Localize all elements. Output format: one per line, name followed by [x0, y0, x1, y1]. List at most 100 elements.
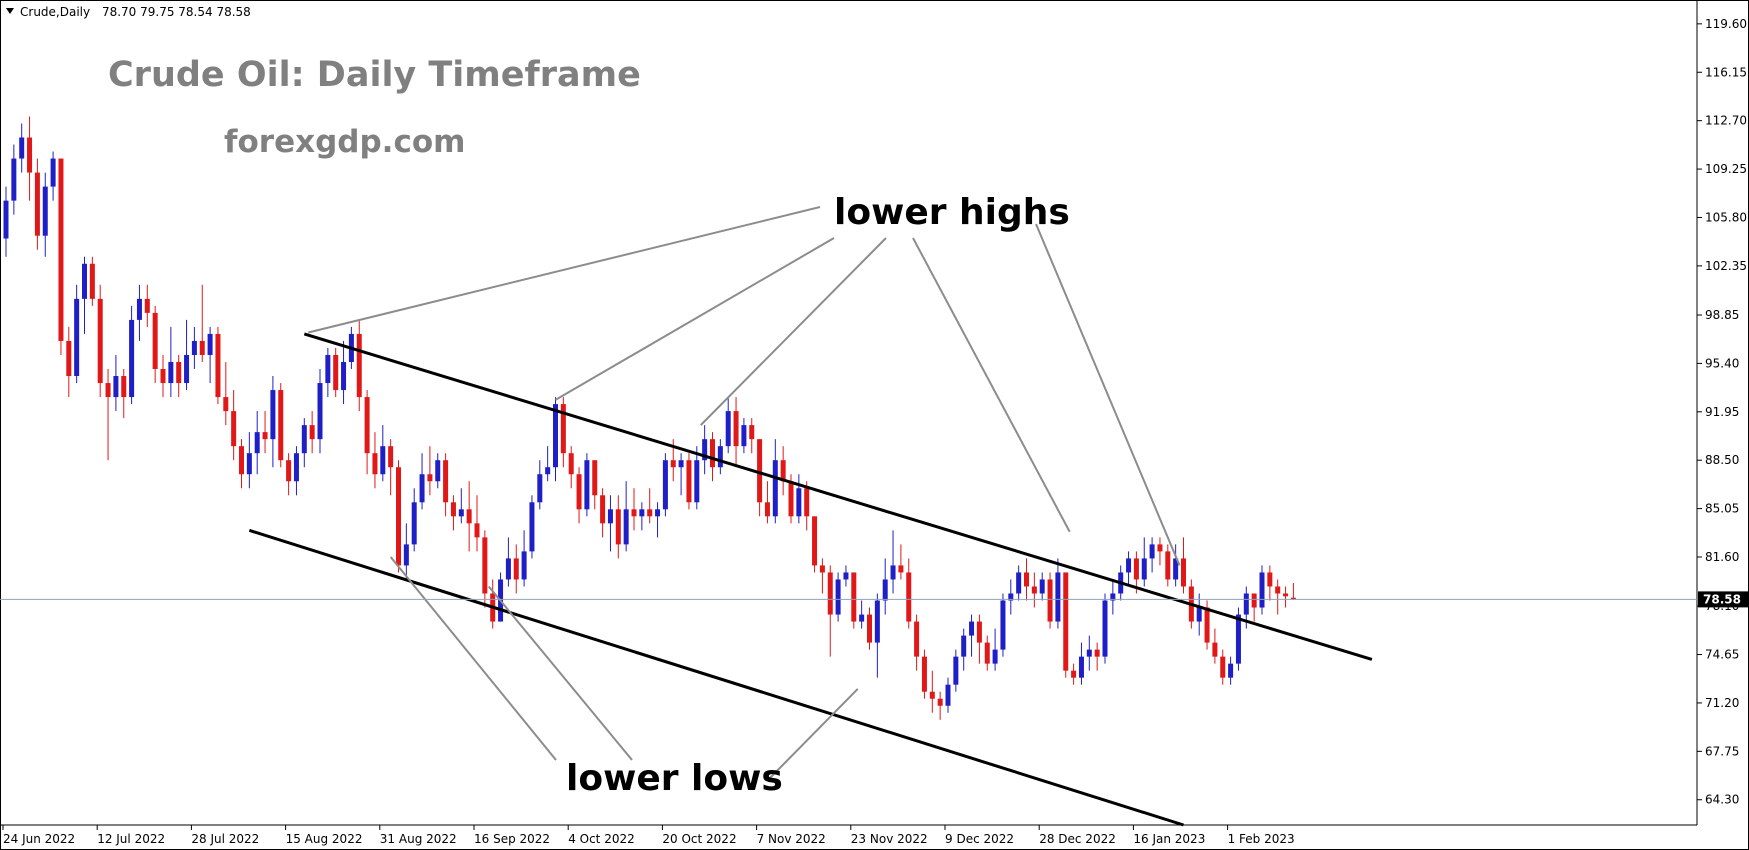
time-tick-label: 31 Aug 2022 — [380, 832, 457, 846]
candle — [812, 516, 818, 573]
candle-body — [1212, 642, 1218, 657]
candle — [1110, 579, 1116, 615]
candle — [819, 558, 825, 594]
candle-body — [82, 263, 87, 299]
candle — [1078, 642, 1084, 685]
pointer-high-2 — [554, 237, 835, 401]
candle-body — [1243, 593, 1249, 615]
pointer-high-3 — [700, 237, 887, 426]
candle — [600, 488, 606, 538]
price-tick-label: 71.20 — [1705, 696, 1739, 710]
candle — [11, 144, 17, 215]
candle — [498, 572, 504, 622]
candle — [796, 474, 802, 524]
candle-body — [1094, 649, 1100, 657]
candle — [333, 347, 339, 398]
candle-body — [851, 572, 857, 622]
candle — [19, 123, 25, 173]
current-price-box — [1698, 591, 1749, 608]
candle — [325, 347, 331, 398]
candle-body — [1133, 558, 1139, 580]
candle — [396, 460, 401, 573]
candle-body — [961, 635, 967, 657]
candle — [113, 354, 119, 412]
candle-body — [906, 572, 912, 622]
candle-body — [678, 460, 684, 468]
candle-body — [239, 446, 244, 475]
candle-body — [945, 684, 951, 706]
candle — [388, 439, 394, 496]
candle-body — [827, 572, 833, 615]
candle — [874, 593, 880, 678]
candle — [1283, 586, 1289, 608]
candle-body — [443, 460, 449, 503]
time-tick-label: 20 Oct 2022 — [662, 832, 736, 846]
candle-body — [953, 656, 959, 685]
candle — [97, 284, 103, 398]
candle-body — [74, 298, 80, 377]
candle — [678, 453, 684, 496]
candle — [686, 453, 692, 510]
candle-body — [1251, 593, 1257, 608]
candle-body — [1078, 656, 1084, 678]
price-tick-label: 91.95 — [1705, 405, 1739, 419]
candle-body — [58, 158, 64, 341]
time-axis[interactable]: 24 Jun 2022 12 Jul 2022 28 Jul 2022 15 Aug … — [2, 825, 1295, 846]
candle — [443, 453, 449, 517]
candle-body — [199, 340, 205, 355]
candle-body — [639, 509, 645, 517]
candle — [1267, 565, 1273, 601]
candle — [867, 607, 872, 650]
candle — [521, 530, 527, 587]
annotation-lower-highs: lower highs — [834, 192, 1070, 233]
candle-body — [388, 446, 394, 468]
candle-body — [270, 390, 276, 440]
candle — [246, 432, 252, 489]
candle — [953, 649, 959, 692]
candle-body — [553, 404, 558, 468]
candle — [482, 530, 488, 608]
candle-body — [929, 691, 935, 699]
candle-body — [333, 354, 339, 391]
candle — [1094, 642, 1100, 671]
price-tick-label: 112.70 — [1705, 114, 1747, 128]
candle-body — [835, 579, 841, 615]
candle-body — [984, 642, 990, 664]
candle-body — [780, 460, 786, 482]
dropdown-triangle-icon[interactable] — [6, 8, 14, 14]
candle-body — [341, 361, 347, 391]
candle — [733, 397, 739, 468]
candle — [741, 418, 747, 454]
candle-body — [66, 340, 72, 377]
candle-body — [537, 474, 543, 503]
time-tick-label: 7 Nov 2022 — [757, 832, 826, 846]
candle — [1024, 558, 1029, 601]
candle-body — [403, 544, 409, 566]
candle — [450, 495, 456, 531]
candle — [639, 502, 645, 531]
candle-body — [97, 298, 103, 384]
candle-body — [1267, 572, 1273, 587]
candle — [780, 446, 786, 496]
candle-body — [521, 551, 527, 580]
candle-body — [309, 425, 315, 440]
candle — [199, 284, 205, 362]
annotation-pointers — [307, 206, 1181, 781]
candle-body — [867, 614, 872, 643]
time-tick-label: 15 Aug 2022 — [286, 832, 363, 846]
candle-body — [286, 460, 292, 482]
candle — [1047, 572, 1053, 629]
current-price-label: 78.58 — [1703, 592, 1741, 606]
candle — [27, 116, 33, 201]
candle — [843, 565, 849, 587]
candle — [937, 691, 943, 720]
candle-body — [631, 509, 637, 517]
candle-body — [937, 698, 943, 706]
price-axis[interactable]: 64.3067.7571.2074.6578.1081.6085.0588.50… — [1697, 17, 1747, 807]
candle — [50, 151, 56, 201]
candle-body — [223, 397, 229, 412]
candle — [568, 446, 574, 489]
candle — [1259, 565, 1265, 615]
candle-body — [647, 509, 653, 517]
